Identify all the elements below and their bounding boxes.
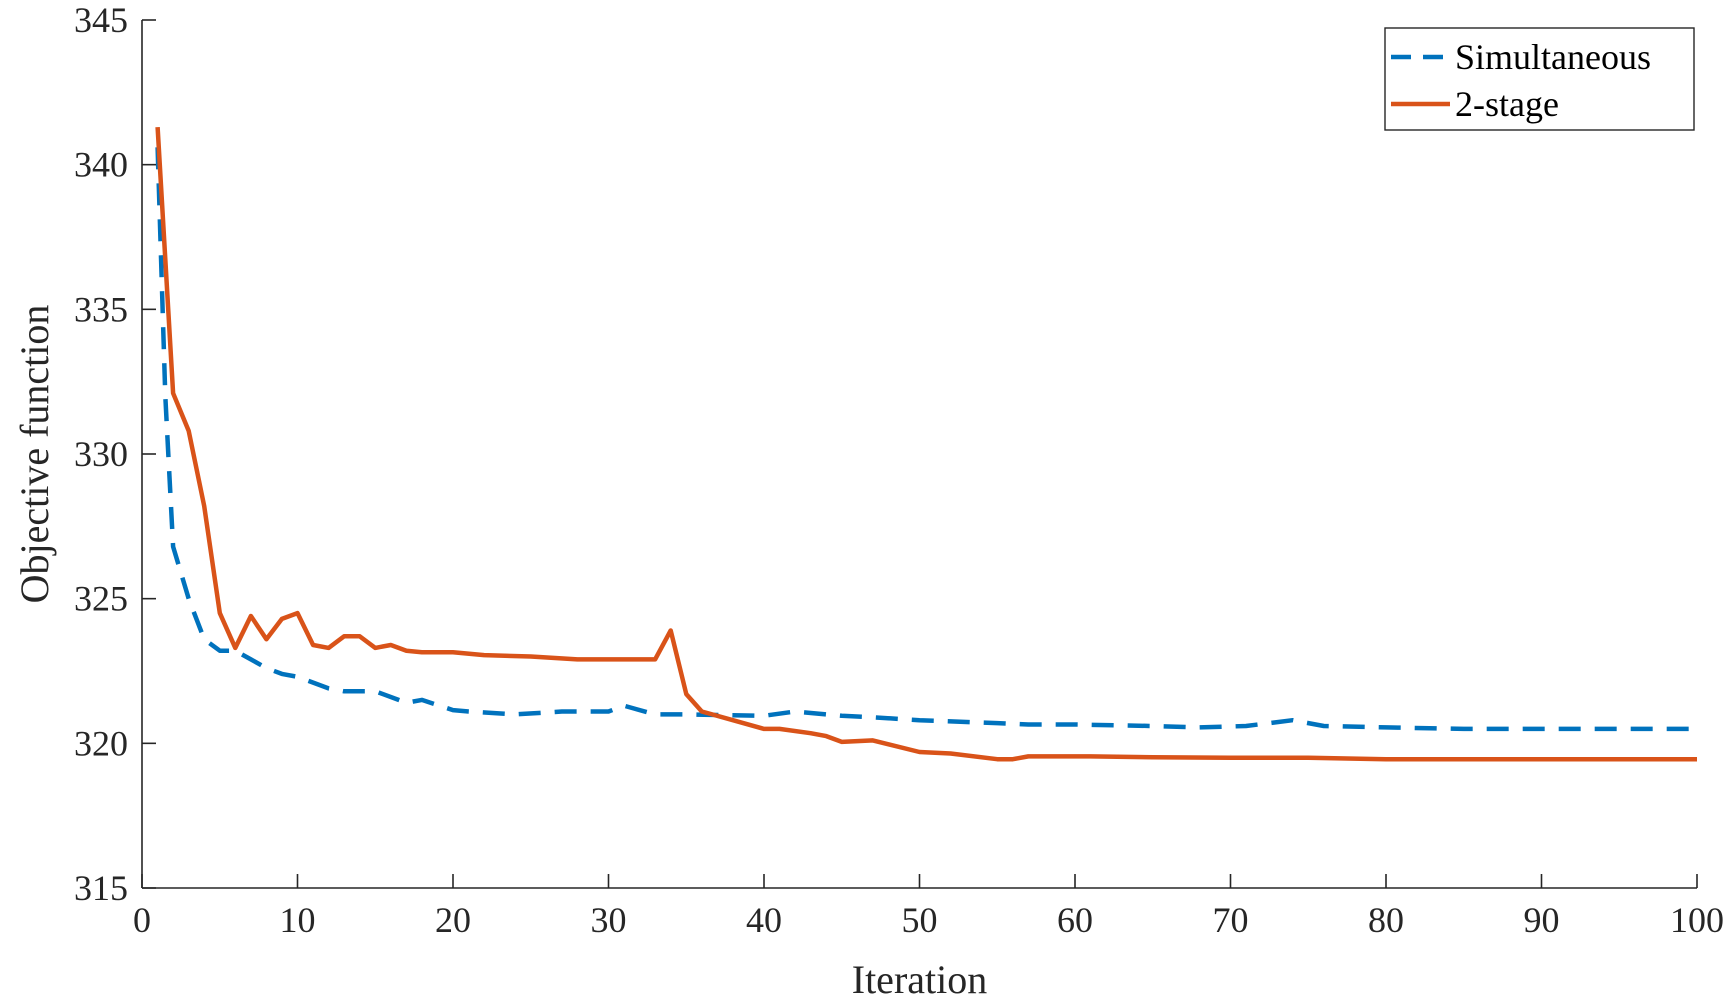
x-tick-label: 20 <box>435 900 471 940</box>
y-tick-label: 345 <box>74 0 128 40</box>
x-tick-label: 90 <box>1524 900 1560 940</box>
legend: Simultaneous 2-stage <box>1384 27 1695 131</box>
x-tick-label: 60 <box>1057 900 1093 940</box>
y-ticks: 315 320 325 330 335 340 345 <box>74 0 156 908</box>
y-tick-label: 315 <box>74 868 128 908</box>
y-tick-label: 330 <box>74 434 128 474</box>
x-tick-label: 70 <box>1213 900 1249 940</box>
legend-entry-simultaneous: Simultaneous <box>1391 37 1651 77</box>
y-axis-label: Objective function <box>12 305 57 604</box>
legend-entry-2-stage: 2-stage <box>1391 84 1559 124</box>
x-tick-label: 50 <box>902 900 938 940</box>
x-tick-label: 0 <box>133 900 151 940</box>
x-tick-label: 100 <box>1670 900 1724 940</box>
y-tick-label: 325 <box>74 579 128 619</box>
x-tick-label: 80 <box>1368 900 1404 940</box>
y-tick-label: 320 <box>74 723 128 763</box>
y-tick-label: 335 <box>74 289 128 329</box>
y-tick-label: 340 <box>74 145 128 185</box>
series-line-simultaneous <box>155 147 1697 732</box>
x-axis-label: Iteration <box>852 957 988 1001</box>
x-tick-label: 40 <box>746 900 782 940</box>
x-ticks: 0 10 20 30 40 50 60 70 80 90 100 <box>133 874 1724 940</box>
x-tick-label: 30 <box>591 900 627 940</box>
legend-label-simultaneous: Simultaneous <box>1455 37 1651 77</box>
x-tick-label: 10 <box>280 900 316 940</box>
legend-label-2-stage: 2-stage <box>1455 84 1559 124</box>
series-line-2-stage <box>155 126 1697 762</box>
legend-box <box>1384 27 1695 131</box>
series-layer <box>155 126 1697 762</box>
